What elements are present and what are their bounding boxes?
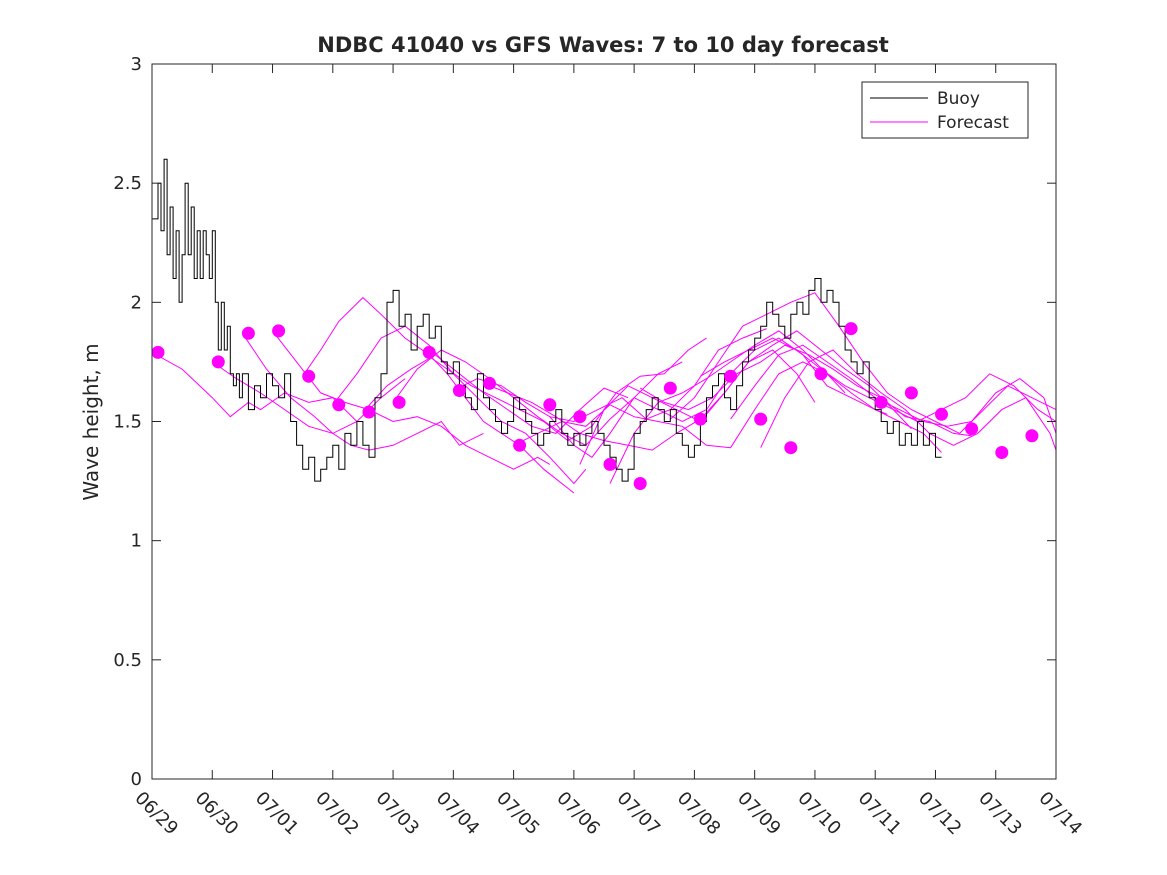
x-tick-label: 07/14	[1034, 788, 1086, 840]
forecast-marker	[241, 326, 255, 340]
y-tick-label: 0.5	[113, 650, 142, 671]
forecast-marker	[633, 477, 647, 490]
forecast-marker	[151, 345, 165, 359]
y-tick-label: 3	[131, 54, 142, 75]
x-tick-label: 07/13	[974, 788, 1026, 840]
x-tick-label: 06/29	[130, 788, 182, 840]
forecast-line-10	[483, 349, 816, 451]
forecast-marker	[904, 386, 918, 400]
forecast-marker	[844, 322, 858, 336]
x-tick-label: 07/03	[372, 788, 424, 840]
forecast-marker	[603, 457, 617, 471]
forecast-line-3	[272, 330, 551, 470]
legend: Buoy Forecast	[861, 81, 1029, 139]
forecast-line-14	[609, 330, 942, 484]
forecast-marker	[483, 376, 496, 390]
x-tick-label: 07/08	[673, 788, 725, 840]
forecast-line-9	[453, 328, 767, 423]
x-tick-label: 06/30	[191, 788, 243, 840]
forecast-line-2	[241, 333, 484, 451]
forecast-marker	[663, 381, 677, 395]
forecast-marker	[543, 398, 557, 412]
forecast-marker	[814, 367, 828, 381]
forecast-marker	[935, 407, 948, 421]
y-tick-label: 2	[131, 292, 142, 313]
legend-buoy-label: Buoy	[937, 89, 980, 109]
forecast-line-6	[362, 354, 629, 434]
forecast-marker	[272, 324, 286, 338]
legend-box	[861, 81, 1029, 139]
y-tick-label: 1	[131, 531, 142, 552]
forecast-line-4	[302, 296, 575, 494]
legend-forecast-label: Forecast	[937, 113, 1009, 133]
forecast-marker	[422, 345, 436, 359]
forecast-line-1	[212, 361, 406, 434]
forecast-marker	[965, 422, 979, 436]
x-tick-label: 07/02	[311, 788, 363, 840]
forecast-marker	[302, 369, 316, 383]
forecast-line-19	[760, 349, 1057, 451]
forecast-marker	[693, 412, 707, 426]
forecast-marker	[1025, 429, 1039, 443]
forecast-marker	[392, 395, 406, 409]
x-tick-label: 07/09	[733, 788, 785, 840]
forecast-marker	[995, 446, 1009, 459]
chart-title: NDBC 41040 vs GFS Waves: 7 to 10 day for…	[317, 33, 888, 57]
series-layer	[151, 158, 1057, 494]
x-tick-label: 07/12	[914, 788, 966, 840]
forecast-line-11	[513, 361, 846, 449]
x-tick-label: 07/05	[492, 788, 544, 840]
x-tick-label: 07/11	[854, 788, 906, 840]
forecast-marker	[211, 355, 225, 369]
forecast-marker	[513, 438, 527, 452]
x-tick-label: 07/06	[552, 788, 604, 840]
forecast-marker	[754, 412, 768, 426]
y-axis-label: Wave height, m	[79, 343, 103, 500]
forecast-marker	[784, 441, 798, 455]
forecast-marker	[724, 369, 738, 383]
forecast-marker	[874, 395, 888, 409]
x-tick-label: 07/01	[251, 788, 303, 840]
forecast-marker	[452, 384, 466, 397]
x-tick-label: 07/04	[432, 788, 484, 840]
buoy-line	[152, 158, 942, 482]
forecast-line-7	[392, 349, 683, 446]
y-tick-label: 0	[131, 769, 142, 790]
forecast-marker	[332, 398, 346, 412]
forecast-marker	[362, 405, 376, 419]
forecast-line-18	[730, 344, 1057, 434]
x-tick-label: 07/10	[793, 788, 845, 840]
forecast-marker	[573, 410, 587, 424]
y-tick-label: 2.5	[113, 173, 142, 194]
x-tick-label: 07/07	[613, 788, 665, 840]
y-tick-label: 1.5	[113, 412, 142, 433]
